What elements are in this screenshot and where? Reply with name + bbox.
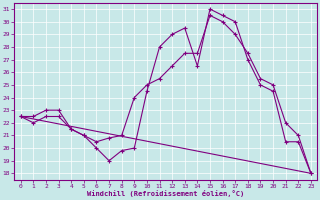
X-axis label: Windchill (Refroidissement éolien,°C): Windchill (Refroidissement éolien,°C) bbox=[87, 190, 244, 197]
